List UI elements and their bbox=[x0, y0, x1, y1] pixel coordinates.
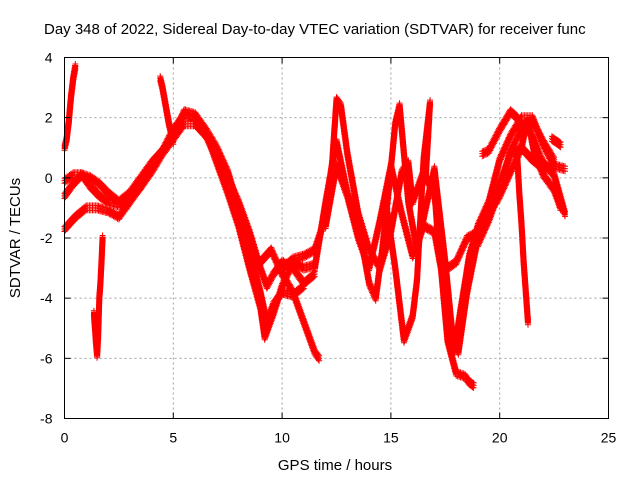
x-tick-label: 10 bbox=[274, 430, 290, 446]
y-tick-label: 0 bbox=[45, 170, 53, 186]
axis-ticks: 0 5 10 15 20 25 -8 -6 -4 -2 0 2 4 bbox=[40, 50, 616, 446]
y-tick-label: -8 bbox=[40, 411, 53, 427]
y-tick-label: -4 bbox=[40, 290, 53, 306]
data-marker-path bbox=[514, 148, 531, 328]
x-axis-title: GPS time / hours bbox=[278, 457, 392, 474]
x-tick-label: 5 bbox=[169, 430, 177, 446]
series-trace-d bbox=[257, 244, 323, 364]
chart-title: Day 348 of 2022, Sidereal Day-to-day VTE… bbox=[44, 21, 586, 38]
data-marker-path bbox=[257, 244, 323, 364]
x-tick-label: 0 bbox=[61, 430, 69, 446]
series-spike-4.5h bbox=[157, 73, 177, 148]
series-end-fragment bbox=[548, 133, 564, 151]
series-trace-h bbox=[383, 97, 442, 346]
data-marker-path bbox=[90, 232, 106, 361]
series-trace-k bbox=[479, 106, 558, 166]
data-marker-path bbox=[322, 160, 477, 391]
y-axis-title: SDTVAR / TECUs bbox=[7, 178, 24, 298]
y-tick-label: 4 bbox=[45, 50, 53, 66]
data-points bbox=[61, 61, 568, 391]
data-marker-path bbox=[479, 106, 558, 166]
data-marker-path bbox=[383, 97, 442, 346]
data-marker-path bbox=[548, 133, 564, 151]
data-marker-path bbox=[157, 73, 177, 148]
y-tick-label: -2 bbox=[40, 230, 53, 246]
series-drop-1.5h bbox=[90, 232, 106, 361]
y-tick-label: -6 bbox=[40, 350, 53, 366]
series-trace-g bbox=[322, 160, 477, 391]
series-drop-21h bbox=[514, 148, 531, 328]
x-tick-label: 15 bbox=[383, 430, 399, 446]
x-tick-label: 25 bbox=[601, 430, 617, 446]
x-tick-label: 20 bbox=[492, 430, 508, 446]
y-tick-label: 2 bbox=[45, 110, 53, 126]
